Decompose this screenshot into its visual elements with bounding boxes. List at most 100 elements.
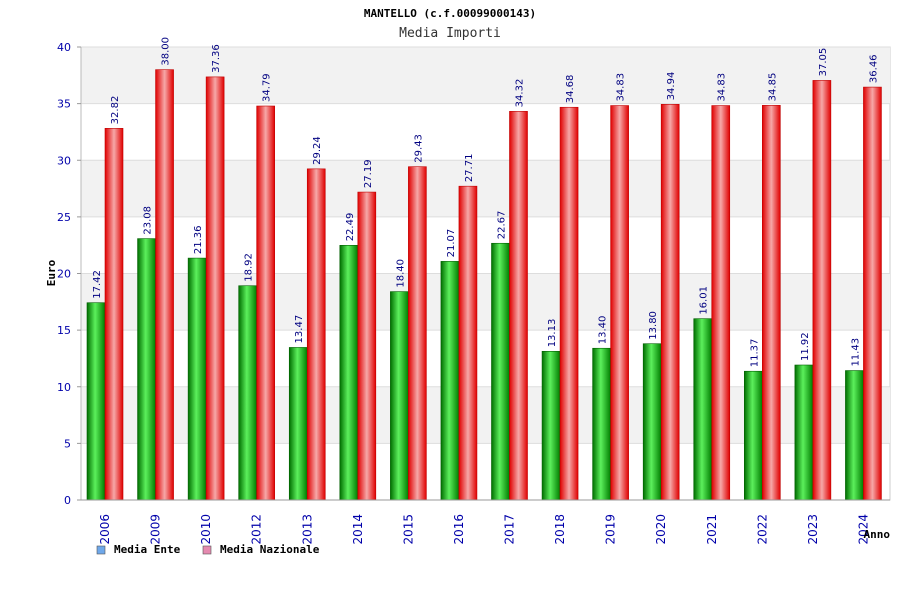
x-tick-label: 2016: [452, 514, 466, 545]
bar-media-ente: [592, 347, 611, 501]
y-tick-label: 15: [57, 324, 71, 337]
y-tick-label: 0: [64, 494, 71, 507]
bar-media-nazionale: [762, 105, 781, 501]
data-label-media-nazionale: 34.79: [262, 73, 273, 102]
data-label-media-nazionale: 34.32: [515, 79, 526, 108]
bar-media-nazionale: [458, 185, 478, 501]
bar-media-nazionale: [205, 76, 225, 501]
chart-subtitle: Media Importi: [399, 26, 501, 41]
bar-media-nazionale: [408, 166, 427, 501]
data-label-media-nazionale: 37.36: [211, 44, 222, 73]
x-tick-label: 2009: [149, 514, 163, 545]
bar-media-ente: [845, 370, 864, 501]
data-label-media-nazionale: 29.43: [413, 134, 424, 163]
y-tick-label: 40: [57, 41, 71, 54]
data-label-media-nazionale: 32.82: [110, 96, 121, 125]
data-label-media-ente: 17.42: [92, 270, 103, 299]
bar-media-ente: [693, 318, 713, 501]
data-label-media-nazionale: 34.83: [717, 73, 728, 102]
data-label-media-nazionale: 34.68: [565, 75, 576, 104]
data-label-media-ente: 11.43: [850, 338, 861, 367]
x-tick-label: 2020: [654, 514, 668, 545]
bar-media-ente: [440, 261, 460, 501]
bar-media-nazionale: [155, 69, 174, 501]
data-label-media-ente: 21.07: [446, 229, 457, 258]
bar-media-ente: [794, 364, 814, 501]
bar-media-ente: [238, 285, 257, 501]
x-tick-label: 2019: [604, 514, 618, 545]
data-label-media-nazionale: 38.00: [161, 37, 172, 66]
data-label-media-nazionale: 27.71: [464, 154, 475, 183]
bar-media-nazionale: [660, 104, 680, 501]
x-tick-label: 2021: [705, 514, 719, 545]
data-label-media-ente: 13.47: [294, 315, 305, 344]
data-label-media-ente: 18.40: [395, 259, 406, 288]
y-tick-label: 10: [57, 381, 71, 394]
data-label-media-nazionale: 34.94: [666, 72, 677, 101]
x-axis-label: Anno: [864, 528, 891, 541]
bar-media-ente: [491, 242, 510, 501]
bar-media-ente: [187, 257, 207, 501]
legend-swatch-media-nazionale: [202, 545, 212, 555]
bar-media-ente: [541, 351, 561, 501]
x-tick-label: 2023: [806, 514, 820, 545]
x-tick-label: 2015: [401, 514, 415, 545]
bar-media-ente: [744, 370, 763, 501]
x-tick-label: 2006: [98, 514, 112, 545]
data-label-media-ente: 13.13: [547, 319, 558, 348]
data-label-media-ente: 22.67: [497, 211, 508, 240]
bar-media-ente: [288, 347, 308, 501]
bar-media-ente: [642, 343, 662, 501]
bar-media-nazionale: [711, 105, 731, 501]
y-axis: 0 5 10 15 20 25 30 35 40: [57, 41, 82, 507]
y-tick-label: 35: [57, 98, 71, 111]
x-tick-label: 2018: [553, 514, 567, 545]
y-tick-label: 5: [64, 437, 71, 450]
data-label-media-nazionale: 27.19: [363, 159, 374, 188]
data-label-media-ente: 21.36: [193, 225, 204, 254]
bar-media-nazionale: [509, 111, 528, 501]
data-label-media-ente: 11.92: [800, 332, 811, 361]
chart-title: MANTELLO (c.f.00099000143): [364, 7, 536, 20]
bars: 17.42 32.82 23.08 38.00 21.36 37.36 18.92 34.79…: [86, 37, 882, 501]
bar-media-nazionale: [256, 105, 275, 501]
bar-media-ente: [339, 245, 359, 501]
data-label-media-nazionale: 34.83: [616, 73, 627, 102]
x-axis: 2006 2009 2010 2012 2013 2014 2015 2016 2017 2018…: [81, 499, 890, 545]
bar-media-ente: [390, 291, 409, 501]
data-label-media-nazionale: 36.46: [868, 54, 879, 83]
bar-media-nazionale: [812, 80, 832, 501]
data-label-media-nazionale: 29.24: [312, 136, 323, 165]
legend: Media Ente Media Nazionale: [96, 543, 320, 556]
x-tick-label: 2017: [503, 514, 517, 545]
y-tick-label: 25: [57, 211, 71, 224]
bar-media-nazionale: [306, 168, 326, 501]
data-label-media-nazionale: 34.85: [767, 73, 778, 102]
x-tick-label: 2010: [199, 514, 213, 545]
x-tick-label: 2014: [351, 514, 365, 545]
x-tick-label: 2024: [856, 514, 870, 545]
data-label-media-ente: 22.49: [345, 213, 356, 242]
bar-media-ente: [86, 302, 106, 501]
data-label-media-nazionale: 37.05: [818, 48, 829, 77]
legend-label-media-nazionale: Media Nazionale: [220, 543, 320, 556]
data-label-media-ente: 11.37: [749, 339, 760, 368]
data-label-media-ente: 23.08: [143, 206, 154, 235]
y-tick-label: 20: [57, 268, 71, 281]
bar-media-ente: [137, 238, 156, 501]
y-tick-label: 30: [57, 154, 71, 167]
bar-media-nazionale: [863, 86, 882, 501]
x-tick-label: 2022: [755, 514, 769, 545]
data-label-media-ente: 13.80: [648, 311, 659, 340]
bar-media-nazionale: [559, 106, 579, 501]
bar-media-nazionale: [610, 105, 629, 501]
data-label-media-ente: 16.01: [699, 286, 710, 315]
legend-swatch-media-ente: [96, 545, 106, 555]
bar-media-nazionale: [104, 128, 124, 501]
data-label-media-ente: 18.92: [244, 253, 255, 282]
x-tick-label: 2012: [250, 514, 264, 545]
x-tick-label: 2013: [300, 514, 314, 545]
bar-media-nazionale: [357, 191, 377, 501]
data-label-media-ente: 13.40: [598, 316, 609, 345]
